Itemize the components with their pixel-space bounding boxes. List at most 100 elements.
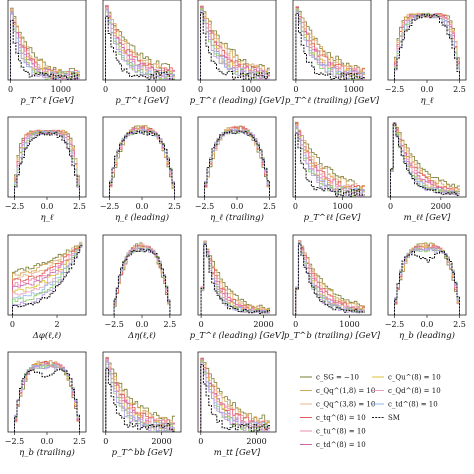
x-axis-label: m_ℓℓ [GeV] (404, 213, 451, 223)
legend-entry-b-2: c_td^(8) = 10 (372, 401, 438, 409)
series-cQd8-line (204, 129, 270, 197)
series-cQd8-line (109, 128, 175, 197)
legend-entry-a-3: c_tq^(8) = 10 (300, 414, 366, 422)
series-cQd8-line (113, 246, 171, 315)
series-cSG-line (204, 125, 270, 197)
series-purple-line (109, 130, 175, 197)
series-SM-line (14, 131, 80, 197)
legend-label: c_Qu^(8) = 10 (388, 374, 441, 382)
x-tick-label: 0.0 (136, 202, 149, 211)
plot-frame (197, 0, 277, 81)
x-tick-label: 0 (198, 437, 203, 446)
series-cSG-line (113, 242, 171, 315)
plot-frame (102, 351, 182, 433)
series-SM-line (200, 243, 270, 315)
series-SM-line (113, 248, 171, 315)
x-tick-label: 0.0 (41, 437, 54, 446)
plot-frame (292, 0, 372, 81)
x-tick-label: 0 (198, 85, 203, 94)
series-cQq31-line (109, 127, 175, 197)
x-axis-label: p_T^ℓ (leading) [GeV] (190, 95, 285, 106)
x-axis-label: p_T^b (trailing) [GeV] (284, 330, 381, 341)
x-tick-label: 0 (293, 320, 298, 329)
x-tick-label: 1000 (241, 85, 261, 94)
series-SM-line (204, 130, 270, 197)
series-SM-line (105, 367, 175, 432)
x-axis-label: p_T^ℓ (leading) [GeV] (190, 330, 285, 341)
x-tick-label: −2.5 (100, 202, 119, 211)
series-purple-line (200, 10, 270, 80)
legend-entry-b-1: c_Qd^(8) = 10 (372, 387, 441, 395)
x-tick-label: 2.5 (163, 320, 176, 329)
legend-entry-a-2: c_Qq^(3,8) = 10 (300, 401, 375, 409)
x-tick-label: −2.5 (104, 320, 123, 329)
x-tick-label: −2.5 (195, 202, 214, 211)
legend-label: c_Qq^(1,8) = 10 (316, 387, 375, 395)
series-ctu8-line (204, 126, 270, 197)
x-tick-label: 0 (293, 202, 298, 211)
x-tick-label: 2000 (246, 437, 266, 446)
x-tick-label: 0.0 (421, 320, 434, 329)
subplot-p12: −2.5 0.0 2.5 Δη(ℓ,ℓ) (102, 234, 182, 341)
legend-label: c_td^(8) = 10 (388, 401, 438, 409)
x-axis-label: p_T^ℓ [GeV] (115, 96, 169, 106)
x-tick-label: −2.5 (385, 320, 404, 329)
series-green-line (204, 130, 270, 197)
x-tick-label: 2.5 (453, 320, 466, 329)
plot-frame (7, 0, 87, 81)
legend-entry-a-5: c_td^(8) = 10 (300, 441, 366, 449)
series-cQq38-line (204, 126, 270, 197)
legend-label: c_SG = −10 (316, 374, 359, 382)
series-cQq18-line (394, 242, 460, 315)
legend-label: SM (388, 414, 400, 422)
x-tick-label: 0 (199, 320, 204, 329)
legend-label: c_tq^(8) = 10 (316, 414, 366, 422)
x-axis-label: η_b (trailing) (19, 447, 75, 458)
subplot-p2: 0 1000 p_T^ℓ [GeV] (102, 0, 182, 106)
x-axis-label: p_T^bb [GeV] (112, 448, 173, 458)
legend-entry-a-4: c_tu^(8) = 10 (300, 428, 366, 436)
series-purple-line (105, 10, 175, 80)
series-ctd8-line (204, 128, 270, 197)
x-tick-label: 1000 (51, 85, 71, 94)
series-green-line (105, 11, 175, 80)
series-ctu8-line (109, 127, 175, 197)
plot-frame (292, 234, 372, 316)
legend-entry-b-0: c_Qu^(8) = 10 (372, 374, 441, 382)
x-tick-label: 2.5 (168, 202, 181, 211)
x-tick-label: 2 (54, 320, 59, 329)
series-SM-line (295, 243, 365, 315)
subplot-p11: 0 2Δφ(ℓ,ℓ) (7, 234, 87, 341)
legend-entry-b-3: SM (372, 414, 400, 422)
x-tick-label: 1000 (332, 202, 352, 211)
series-purple-line (12, 247, 83, 315)
x-tick-label: −2.5 (5, 202, 24, 211)
x-axis-label: Δφ(ℓ,ℓ) (32, 330, 62, 341)
series-cQq18-line (204, 125, 270, 197)
x-tick-label: 0.0 (421, 85, 434, 94)
legend-label: c_Qd^(8) = 10 (388, 387, 441, 395)
series-ctu8-line (113, 245, 171, 315)
series-purple-line (113, 248, 171, 315)
series-cQq18-line (109, 125, 175, 197)
series-SM-line (12, 245, 83, 315)
x-tick-label: −2.5 (385, 85, 404, 94)
x-tick-label: 1000 (339, 320, 359, 329)
x-tick-label: 0 (8, 85, 13, 94)
subplot-p9: 0 1000 p_T^ℓℓ [GeV] (292, 116, 372, 223)
x-tick-label: 2.5 (73, 437, 86, 446)
subplot-p7: −2.5 0.0 2.5η_ℓ (leading) (100, 116, 182, 223)
x-tick-label: 1000 (343, 85, 363, 94)
x-tick-label: 0 (388, 202, 393, 211)
x-tick-label: 2.5 (453, 85, 466, 94)
series-cQq18-line (14, 360, 80, 432)
series-SM-line (200, 364, 270, 432)
series-ctd8-line (113, 245, 171, 315)
series-green-line (109, 130, 175, 197)
x-tick-label: 2000 (253, 320, 273, 329)
x-axis-label: Δη(ℓ,ℓ) (127, 330, 156, 341)
